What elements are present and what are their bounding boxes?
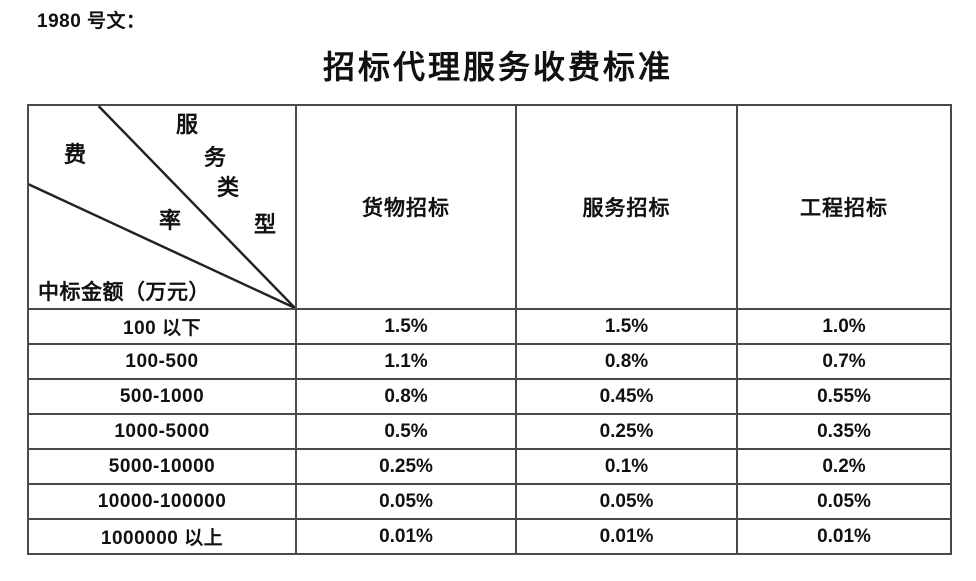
fee-cell: 0.01% <box>515 518 738 555</box>
fee-cell: 0.05% <box>736 483 952 520</box>
fee-cell: 1.5% <box>295 308 517 345</box>
corner-row-axis-label: 中标金额（万元） <box>38 280 210 304</box>
fee-table: 费 服 务 类 率 型 中标金额（万元） 货物招标 服务招标 工程招标 100 … <box>27 104 952 555</box>
column-header-goods: 货物招标 <box>295 104 517 310</box>
corner-label-service-char-1: 服 <box>176 112 199 137</box>
fee-cell: 0.35% <box>736 413 952 450</box>
fee-cell: 0.7% <box>736 343 952 380</box>
corner-label-service-char-2: 务 <box>204 145 227 170</box>
corner-label-service-char-4: 型 <box>254 212 277 237</box>
table-row: 100-500 1.1% 0.8% 0.7% <box>27 343 952 380</box>
fee-cell: 0.01% <box>736 518 952 555</box>
page-title: 招标代理服务收费标准 <box>322 49 673 85</box>
diagonal-divider-lines <box>30 107 294 307</box>
fee-cell: 1.5% <box>515 308 738 345</box>
row-label: 5000-10000 <box>27 448 297 485</box>
row-label: 100-500 <box>27 343 297 380</box>
column-header-services: 服务招标 <box>515 104 738 310</box>
fee-cell: 0.05% <box>295 483 517 520</box>
row-label: 10000-100000 <box>27 483 297 520</box>
fee-cell: 0.1% <box>515 448 738 485</box>
fee-cell: 0.5% <box>295 413 517 450</box>
corner-label-rate-char: 率 <box>159 208 182 233</box>
row-label: 1000000 以上 <box>27 518 297 555</box>
table-row: 500-1000 0.8% 0.45% 0.55% <box>27 378 952 415</box>
fee-cell: 0.55% <box>736 378 952 415</box>
fee-cell: 1.1% <box>295 343 517 380</box>
table-row: 1000-5000 0.5% 0.25% 0.35% <box>27 413 952 450</box>
table-row: 1000000 以上 0.01% 0.01% 0.01% <box>27 518 952 555</box>
row-label: 500-1000 <box>27 378 297 415</box>
column-header-engineering: 工程招标 <box>736 104 952 310</box>
table-row: 5000-10000 0.25% 0.1% 0.2% <box>27 448 952 485</box>
fee-cell: 0.8% <box>295 378 517 415</box>
fee-cell: 0.05% <box>515 483 738 520</box>
row-label: 100 以下 <box>27 308 297 345</box>
fee-cell: 0.25% <box>515 413 738 450</box>
fee-cell: 0.8% <box>515 343 738 380</box>
table-row: 10000-100000 0.05% 0.05% 0.05% <box>27 483 952 520</box>
fee-cell: 0.25% <box>295 448 517 485</box>
fee-cell: 1.0% <box>736 308 952 345</box>
ref-number: 1980 号文： <box>37 11 146 32</box>
corner-label-fee-char: 费 <box>64 142 87 167</box>
fee-cell: 0.2% <box>736 448 952 485</box>
fee-cell: 0.01% <box>295 518 517 555</box>
corner-header-cell: 费 服 务 类 率 型 中标金额（万元） <box>27 104 297 310</box>
corner-label-service-char-3: 类 <box>217 175 240 200</box>
header-row: 费 服 务 类 率 型 中标金额（万元） 货物招标 服务招标 工程招标 <box>27 104 952 310</box>
row-label: 1000-5000 <box>27 413 297 450</box>
fee-cell: 0.45% <box>515 378 738 415</box>
table-row: 100 以下 1.5% 1.5% 1.0% <box>27 308 952 345</box>
